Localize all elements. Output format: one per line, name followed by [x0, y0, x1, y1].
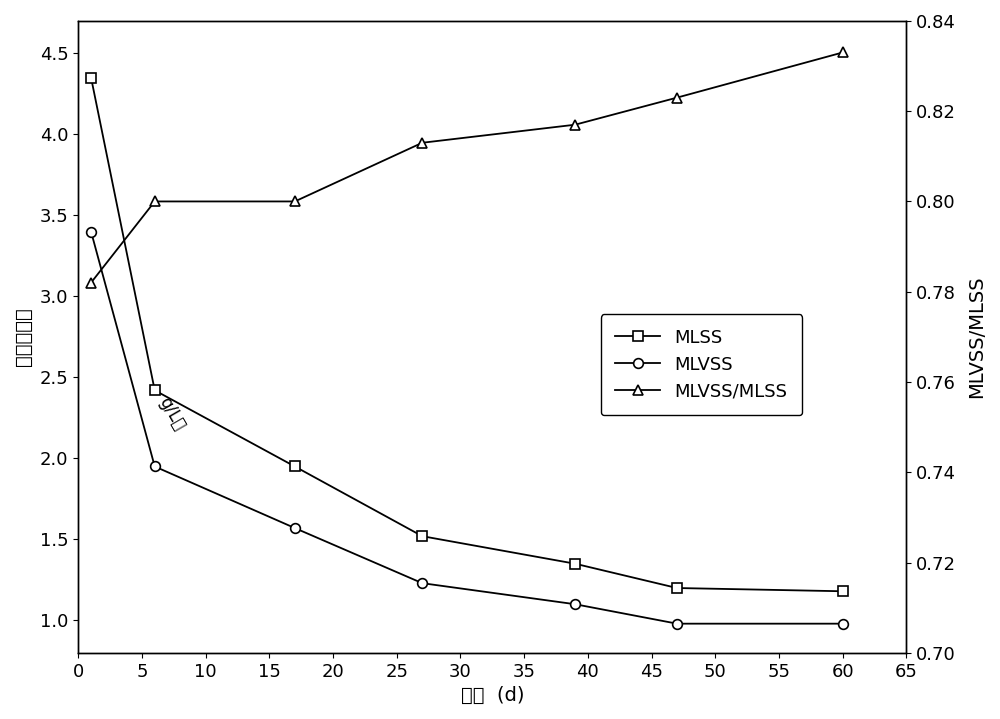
Legend: MLSS, MLVSS, MLVSS/MLSS: MLSS, MLVSS, MLVSS/MLSS — [601, 314, 802, 416]
MLVSS/MLSS — [149, 197, 161, 206]
MLVSS/MLSS — [671, 93, 683, 102]
Text: g/L）: g/L） — [155, 393, 188, 434]
MLVSS — [837, 619, 849, 628]
MLVSS — [289, 523, 301, 532]
MLSS — [837, 587, 849, 595]
MLVSS/MLSS — [289, 197, 301, 206]
MLSS — [289, 462, 301, 471]
MLVSS — [671, 619, 683, 628]
MLSS — [416, 532, 428, 541]
MLVSS/MLSS — [416, 139, 428, 147]
MLSS — [569, 559, 581, 568]
MLVSS — [85, 227, 97, 236]
MLVSS/MLSS — [569, 120, 581, 129]
Line: MLVSS: MLVSS — [86, 226, 847, 628]
Y-axis label: 污泥浓度（: 污泥浓度（ — [14, 308, 33, 366]
Line: MLVSS/MLSS: MLVSS/MLSS — [86, 47, 847, 288]
Y-axis label: MLVSS/MLSS: MLVSS/MLSS — [967, 275, 986, 398]
MLSS — [671, 584, 683, 592]
X-axis label: 时间  (d): 时间 (d) — [461, 686, 524, 705]
MLVSS — [569, 600, 581, 608]
MLSS — [149, 386, 161, 395]
MLSS — [85, 73, 97, 82]
MLVSS — [416, 579, 428, 587]
MLVSS — [149, 462, 161, 471]
MLVSS/MLSS — [837, 48, 849, 57]
MLVSS/MLSS — [85, 278, 97, 287]
Line: MLSS: MLSS — [86, 73, 847, 596]
